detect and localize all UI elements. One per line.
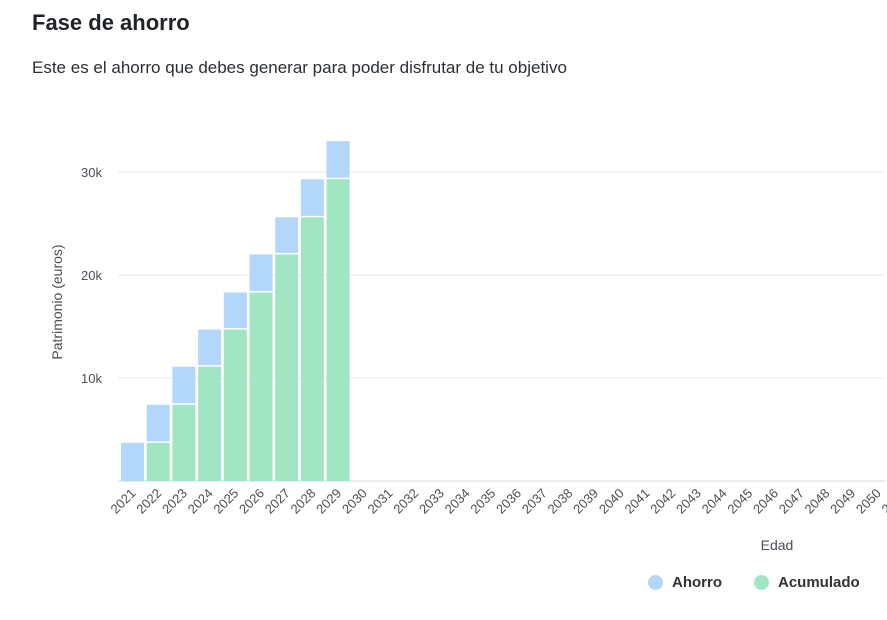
x-tick-label: 2024 xyxy=(185,486,216,517)
y-axis-label: Patrimonio (euros) xyxy=(49,244,65,359)
x-tick-label: 2049 xyxy=(827,486,858,517)
bar-acumulado[interactable] xyxy=(198,366,222,481)
x-tick-label: 2028 xyxy=(287,486,318,517)
x-tick-label: 2026 xyxy=(236,486,267,517)
x-tick-label: 2038 xyxy=(544,486,575,517)
y-tick-label: 20k xyxy=(81,268,102,283)
bar-acumulado[interactable] xyxy=(275,254,299,481)
x-tick-label: 2025 xyxy=(210,486,241,517)
x-axis-label: Edad xyxy=(761,537,794,553)
bar-acumulado[interactable] xyxy=(326,179,350,481)
x-tick-label: 2023 xyxy=(159,486,190,517)
legend-item-acumulado[interactable]: Acumulado xyxy=(754,574,860,591)
x-tick-label: 2046 xyxy=(750,486,781,517)
bar-ahorro[interactable] xyxy=(172,366,196,404)
page-title: Fase de ahorro xyxy=(32,10,190,35)
x-tick-label: 2048 xyxy=(801,486,832,517)
x-tick-label: 2037 xyxy=(519,486,550,517)
bar-ahorro[interactable] xyxy=(198,329,222,366)
bar-ahorro[interactable] xyxy=(300,179,324,216)
x-tick-label: 2039 xyxy=(570,486,601,517)
bar-acumulado[interactable] xyxy=(300,217,324,481)
x-tick-label: 2022 xyxy=(133,486,164,517)
x-tick-label: 2029 xyxy=(313,486,344,517)
x-tick-label: 2045 xyxy=(724,486,755,517)
legend-ahorro-swatch xyxy=(648,575,663,590)
x-tick-label: 2031 xyxy=(365,486,396,517)
legend-ahorro-label: Ahorro xyxy=(672,574,722,591)
bar-acumulado[interactable] xyxy=(146,442,170,481)
y-tick-label: 10k xyxy=(81,371,102,386)
legend-item-ahorro[interactable]: Ahorro xyxy=(648,574,722,591)
y-tick-label: 30k xyxy=(81,165,102,180)
bar-ahorro[interactable] xyxy=(326,141,350,178)
x-tick-label: 2032 xyxy=(390,486,421,517)
bar-ahorro[interactable] xyxy=(249,254,273,292)
page-subtitle: Este es el ahorro que debes generar para… xyxy=(32,58,567,77)
bar-ahorro[interactable] xyxy=(146,404,170,442)
bar-ahorro[interactable] xyxy=(121,442,144,481)
x-tick-label: 2040 xyxy=(596,486,627,517)
legend-acumulado-swatch xyxy=(754,575,769,590)
x-tick-label: 2034 xyxy=(442,486,473,517)
x-tick-label: 2044 xyxy=(699,486,730,517)
x-tick-label: 2021 xyxy=(108,486,139,517)
x-tick-label: 2051 xyxy=(879,486,887,517)
x-tick-label: 2035 xyxy=(467,486,498,517)
bar-acumulado[interactable] xyxy=(249,292,273,481)
x-tick-label: 2050 xyxy=(853,486,884,517)
x-tick-label: 2033 xyxy=(416,486,447,517)
x-tick-label: 2041 xyxy=(622,486,653,517)
x-tick-label: 2030 xyxy=(339,486,370,517)
bar-acumulado[interactable] xyxy=(223,329,247,481)
bar-acumulado[interactable] xyxy=(172,404,196,481)
x-tick-label: 2036 xyxy=(493,486,524,517)
x-tick-label: 2047 xyxy=(776,486,807,517)
bar-ahorro[interactable] xyxy=(275,217,299,253)
x-tick-label: 2027 xyxy=(262,486,293,517)
x-tick-label: 2043 xyxy=(673,486,704,517)
x-tick-label: 2042 xyxy=(647,486,678,517)
bar-ahorro[interactable] xyxy=(223,292,247,329)
legend-acumulado-label: Acumulado xyxy=(778,574,860,591)
